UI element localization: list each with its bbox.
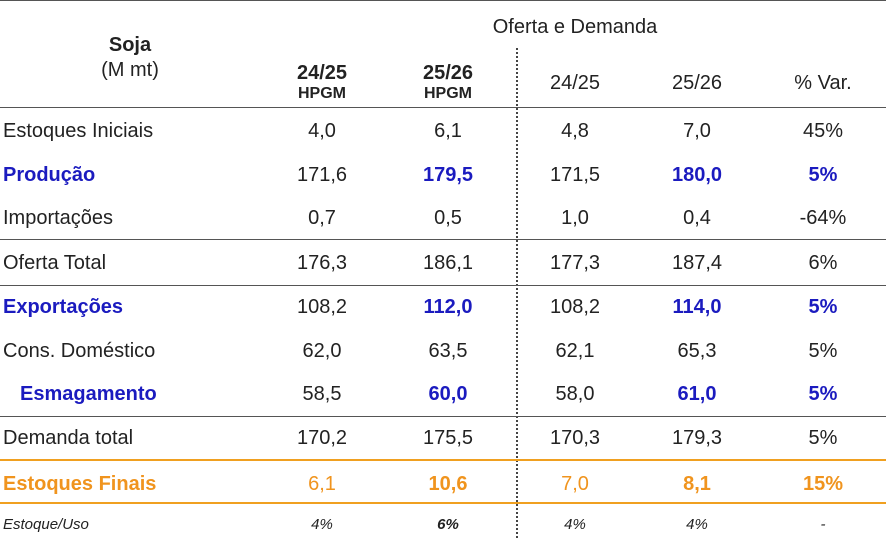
value-cell: 179,3: [671, 427, 723, 449]
value-cell: 108,2: [296, 296, 348, 318]
col3-header: 24/25: [549, 72, 601, 94]
value-cell: 112,0: [423, 296, 473, 318]
value-cell: 114,0: [672, 296, 722, 318]
value-cell: 5%: [808, 340, 838, 362]
col2-year: 25/26: [422, 62, 474, 84]
value-cell: 186,1: [422, 252, 474, 274]
value-cell: 8,1: [683, 473, 711, 495]
total-supply-divider: [0, 285, 886, 286]
value-cell: 4,0: [308, 120, 336, 142]
value-cell: 10,6: [428, 473, 468, 495]
col4-header: 25/26: [671, 72, 723, 94]
value-cell: 4,8: [561, 120, 589, 142]
value-cell: 60,0: [428, 383, 468, 405]
value-cell: 62,0: [302, 340, 342, 362]
col1-sub: HPGM: [298, 85, 346, 102]
value-cell: -64%: [799, 207, 847, 229]
value-cell: -: [820, 516, 826, 533]
value-cell: 170,2: [296, 427, 348, 449]
value-cell: 58,5: [302, 383, 342, 405]
table-unit: (M mt): [101, 59, 159, 81]
value-cell: 5%: [808, 164, 838, 186]
value-cell: 187,4: [671, 252, 723, 274]
row-label: Oferta Total: [3, 252, 107, 274]
value-cell: 61,0: [677, 383, 717, 405]
row-label: Esmagamento: [20, 383, 157, 405]
supply-divider: [0, 239, 886, 240]
row-label: Produção: [3, 164, 96, 186]
value-cell: 63,5: [428, 340, 468, 362]
stocks-divider-top: [0, 459, 886, 461]
value-cell: 6%: [437, 516, 459, 533]
value-cell: 171,5: [549, 164, 601, 186]
row-label: Estoque/Uso: [3, 516, 89, 533]
group-label: Oferta e Demanda: [492, 16, 658, 38]
value-cell: 177,3: [549, 252, 601, 274]
row-label: Exportações: [3, 296, 124, 318]
value-cell: 7,0: [683, 120, 711, 142]
value-cell: 6,1: [434, 120, 462, 142]
demand-divider: [0, 416, 886, 417]
value-cell: 65,3: [677, 340, 717, 362]
header-border: [0, 107, 886, 108]
value-cell: 5%: [808, 296, 838, 318]
col5-header: % Var.: [794, 72, 852, 94]
table-title: Soja: [108, 34, 152, 56]
value-cell: 4%: [686, 516, 708, 533]
value-cell: 62,1: [555, 340, 595, 362]
row-label: Cons. Doméstico: [3, 340, 156, 362]
col2-sub: HPGM: [424, 85, 472, 102]
row-label: Estoques Finais: [3, 473, 157, 495]
column-separator: [516, 48, 518, 538]
value-cell: 6%: [808, 252, 838, 274]
value-cell: 1,0: [561, 207, 589, 229]
value-cell: 108,2: [549, 296, 601, 318]
value-cell: 171,6: [296, 164, 348, 186]
value-cell: 170,3: [549, 427, 601, 449]
value-cell: 175,5: [422, 427, 474, 449]
value-cell: 0,5: [434, 207, 462, 229]
row-label: Importações: [3, 207, 114, 229]
value-cell: 176,3: [296, 252, 348, 274]
value-cell: 45%: [802, 120, 844, 142]
value-cell: 5%: [808, 427, 838, 449]
value-cell: 58,0: [555, 383, 595, 405]
value-cell: 4%: [311, 516, 333, 533]
row-label: Estoques Iniciais: [3, 120, 154, 142]
col1-year: 24/25: [296, 62, 348, 84]
value-cell: 0,4: [683, 207, 711, 229]
value-cell: 15%: [802, 473, 844, 495]
value-cell: 5%: [808, 383, 838, 405]
stocks-divider-bottom: [0, 502, 886, 504]
value-cell: 180,0: [671, 164, 723, 186]
row-label: Demanda total: [3, 427, 134, 449]
value-cell: 6,1: [308, 473, 336, 495]
value-cell: 7,0: [561, 473, 589, 495]
top-border: [0, 0, 886, 1]
value-cell: 4%: [564, 516, 586, 533]
value-cell: 179,5: [422, 164, 474, 186]
value-cell: 0,7: [308, 207, 336, 229]
